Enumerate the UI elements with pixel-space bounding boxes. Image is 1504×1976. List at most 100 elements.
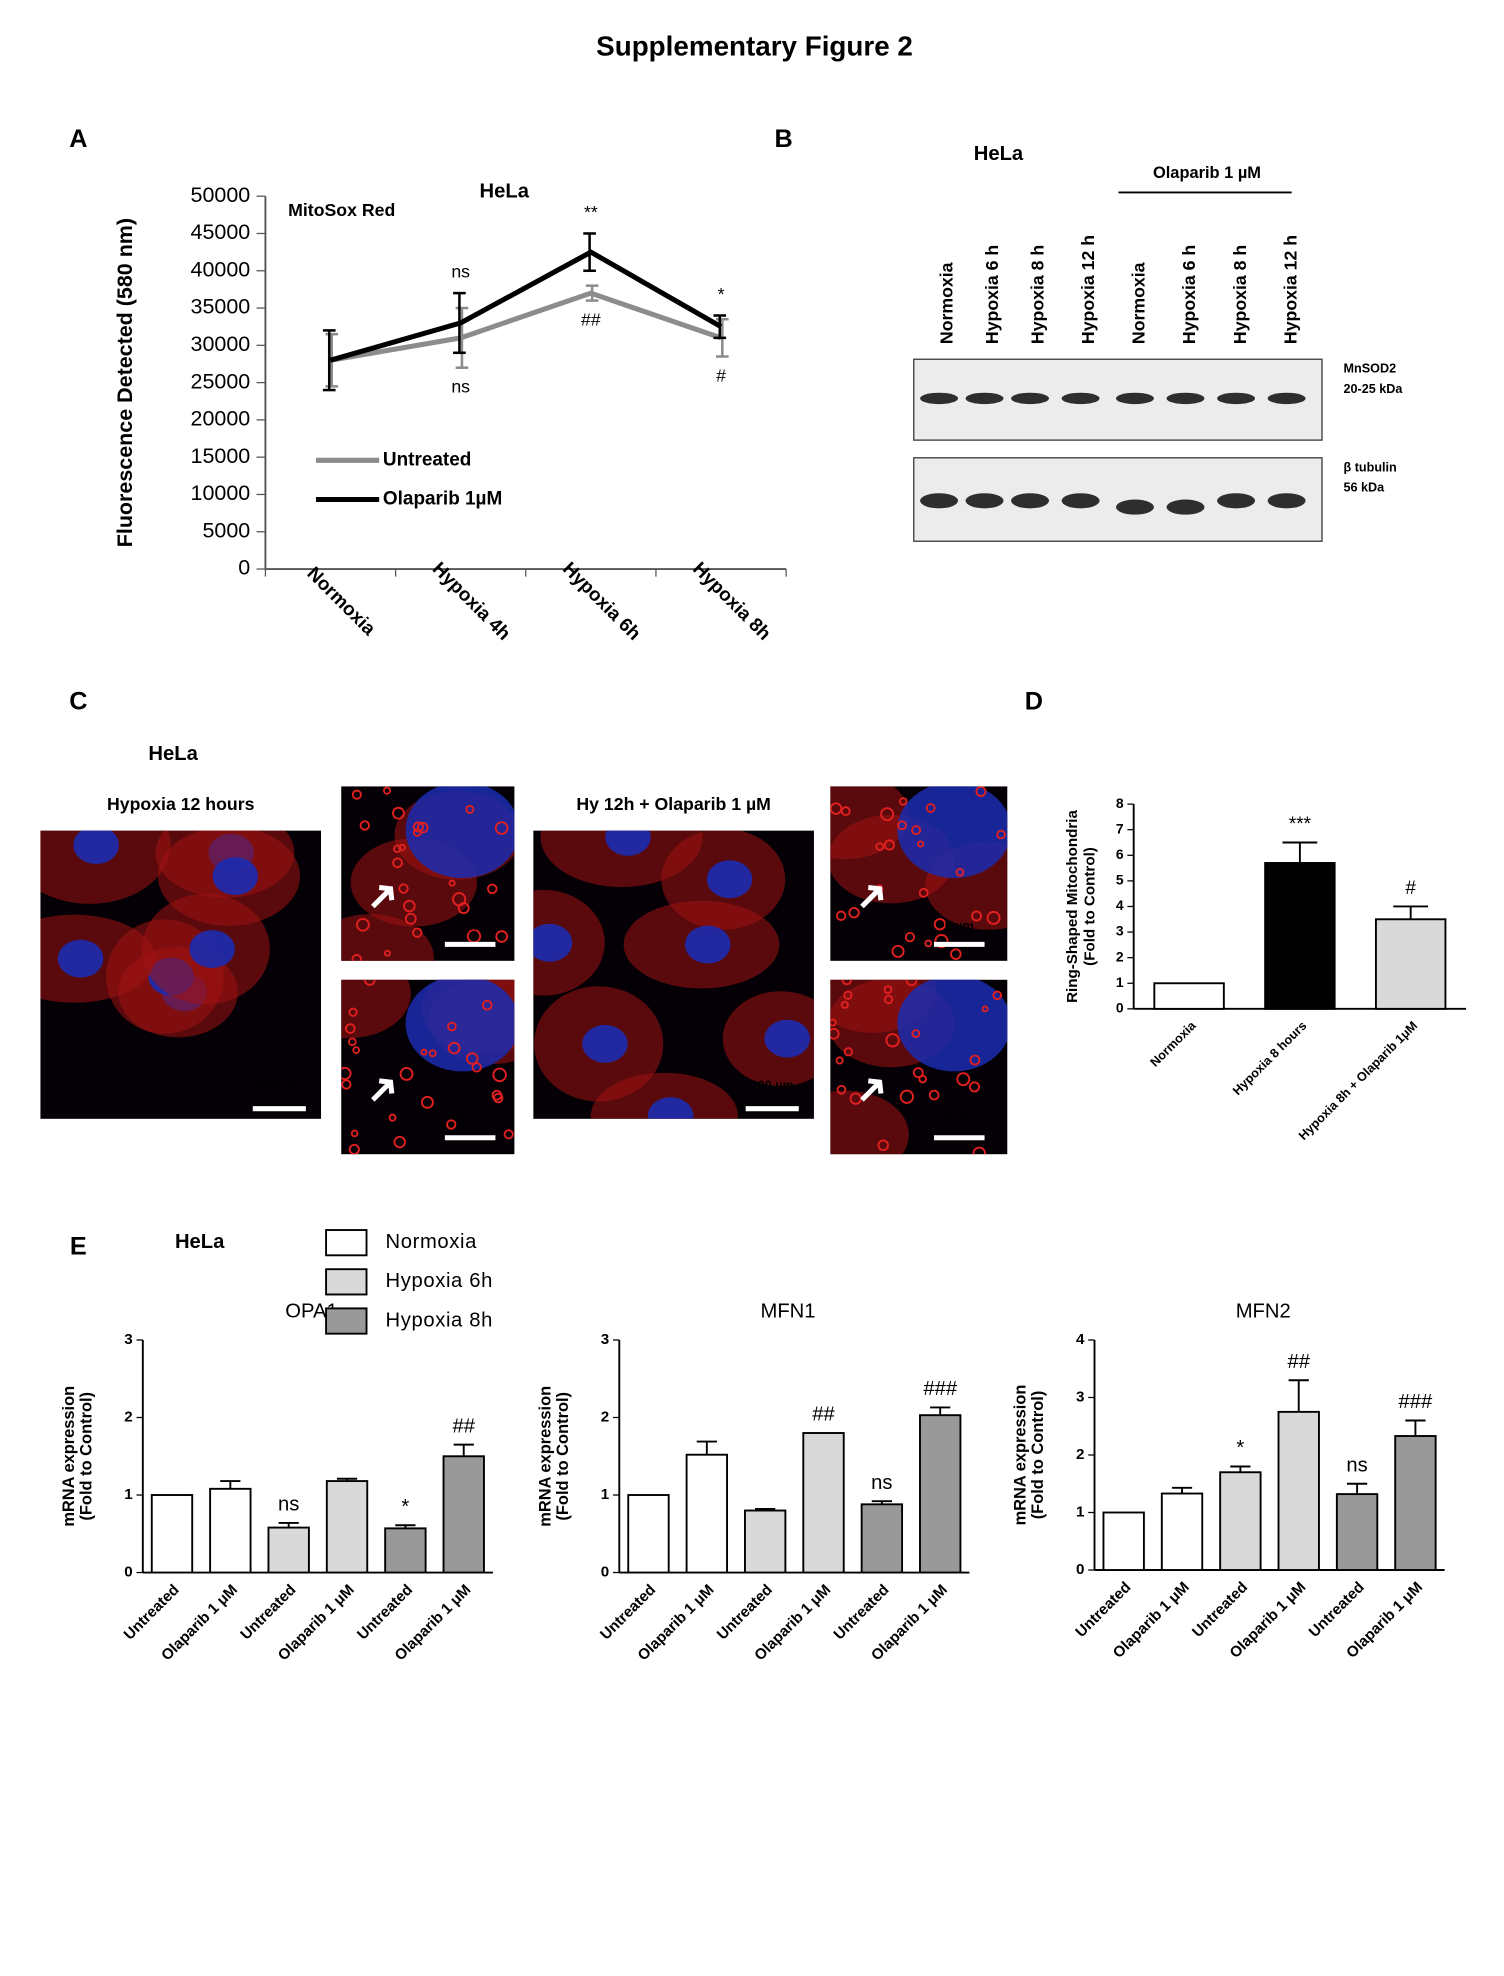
mitochondrion <box>911 1029 921 1039</box>
scale-label: 200 µm <box>258 1078 301 1092</box>
significance: ## <box>1287 1351 1310 1373</box>
bar <box>627 1494 670 1574</box>
bar <box>1219 1471 1262 1571</box>
arrow <box>371 885 395 909</box>
mitochondrion <box>899 1089 915 1104</box>
mitochondrion <box>848 906 860 919</box>
y-axis-label: mRNA expression <box>1012 1385 1030 1526</box>
mitochondrion <box>471 1062 482 1073</box>
micrograph-content <box>40 830 301 1038</box>
mitochondrion <box>841 979 853 986</box>
significance: # <box>716 365 726 385</box>
legend-label: Untreated <box>383 449 471 470</box>
mitochondrion <box>383 949 391 957</box>
significance: ns <box>451 262 470 282</box>
significance: ns <box>871 1472 892 1494</box>
image-caption: Hypoxia 12 hours <box>107 794 255 814</box>
mitochondrion <box>398 843 406 852</box>
significance: ## <box>812 1404 835 1426</box>
mitochondrion <box>392 806 405 820</box>
lane-label: Hypoxia 12 h <box>1280 235 1300 344</box>
bar <box>1102 1511 1145 1571</box>
nucleus <box>582 1024 628 1063</box>
micrograph-content <box>533 830 814 1119</box>
y-tick-label: 2 <box>1116 948 1124 964</box>
mitochondrion <box>398 883 409 894</box>
mitochondrion <box>911 825 922 836</box>
bar <box>1394 1435 1437 1571</box>
significance: ## <box>452 1415 475 1437</box>
y-tick-label: 50000 <box>191 183 251 207</box>
mitochondrion <box>341 1079 352 1090</box>
bar <box>325 1480 369 1574</box>
panel-label: A <box>69 125 87 153</box>
legend-swatch <box>325 1307 368 1335</box>
mitochondrion <box>392 844 402 854</box>
bar <box>209 1487 252 1574</box>
bar <box>1335 1493 1379 1571</box>
cell-line: HeLa <box>148 743 198 765</box>
mitochondrion <box>830 1018 837 1027</box>
mitochondrion <box>412 828 422 837</box>
significance: ns <box>1346 1454 1367 1476</box>
mitochondrion <box>363 979 376 986</box>
mitochondrion <box>412 927 423 938</box>
mitochondrion <box>487 883 498 895</box>
y-tick-label: 2 <box>601 1409 609 1426</box>
y-tick-label: 0 <box>238 556 250 580</box>
y-tick-label: 4 <box>1116 897 1124 913</box>
y-axis-label: mRNA expression <box>60 1386 78 1527</box>
mitochondrion <box>883 839 895 851</box>
bar <box>1374 918 1447 1010</box>
nucleus <box>405 979 515 1072</box>
mitochondrion <box>883 994 894 1005</box>
nucleus <box>605 830 651 856</box>
mitochondrion <box>350 1129 359 1138</box>
mitochondrion <box>481 999 493 1011</box>
mitochondrion <box>971 910 983 922</box>
panel-label: B <box>774 125 792 153</box>
mitochondrion <box>494 821 509 835</box>
mitochondrion <box>955 867 965 877</box>
scale-label: 5 µm <box>456 1112 485 1126</box>
y-axis-label: Ring-Shaped Mitochondria <box>1064 810 1081 1003</box>
mitochondrion <box>840 806 851 817</box>
mitochondrion <box>843 1047 854 1057</box>
y-tick-label: 3 <box>124 1331 132 1348</box>
blot-band <box>920 392 959 405</box>
blot-band <box>1166 392 1205 405</box>
y-tick-label: 8 <box>1116 795 1124 811</box>
blot-band <box>1267 493 1306 509</box>
y-tick-label: 1 <box>601 1486 609 1503</box>
series-line <box>330 290 722 363</box>
scale-label: 5 µm <box>456 919 485 933</box>
y-tick-label: 25000 <box>191 369 251 393</box>
legend-label: Olaparib 1µM <box>383 489 502 510</box>
significance: ns <box>451 377 470 397</box>
significance: ### <box>923 1378 957 1400</box>
mitochondrion <box>986 910 1001 925</box>
mitochondrion <box>393 1135 406 1149</box>
significance: ** <box>584 202 598 222</box>
blot-band <box>1011 493 1050 509</box>
mitochondrion <box>416 821 429 834</box>
lane-label: Hypoxia 6 h <box>1179 245 1199 344</box>
arrow <box>860 1078 884 1102</box>
lane-label: Hypoxia 8 h <box>1028 245 1048 344</box>
nucleus <box>897 979 1008 1072</box>
y-tick-label: 1 <box>1076 1504 1084 1521</box>
y-tick-label: 1 <box>1116 974 1124 990</box>
chart-title: MFN2 <box>1236 1301 1291 1323</box>
mitochondrion <box>465 1052 479 1065</box>
bar <box>685 1453 728 1574</box>
mitochondrion <box>924 939 933 948</box>
mitochondrion <box>348 1007 358 1017</box>
blot-band <box>1166 499 1205 515</box>
mitochondrion <box>996 829 1006 840</box>
bar <box>1153 982 1225 1010</box>
lane-label: Hypoxia 6 h <box>982 245 1002 344</box>
panel-label: D <box>1025 688 1043 716</box>
significance: # <box>1405 878 1416 899</box>
mitochondrion <box>925 803 936 813</box>
